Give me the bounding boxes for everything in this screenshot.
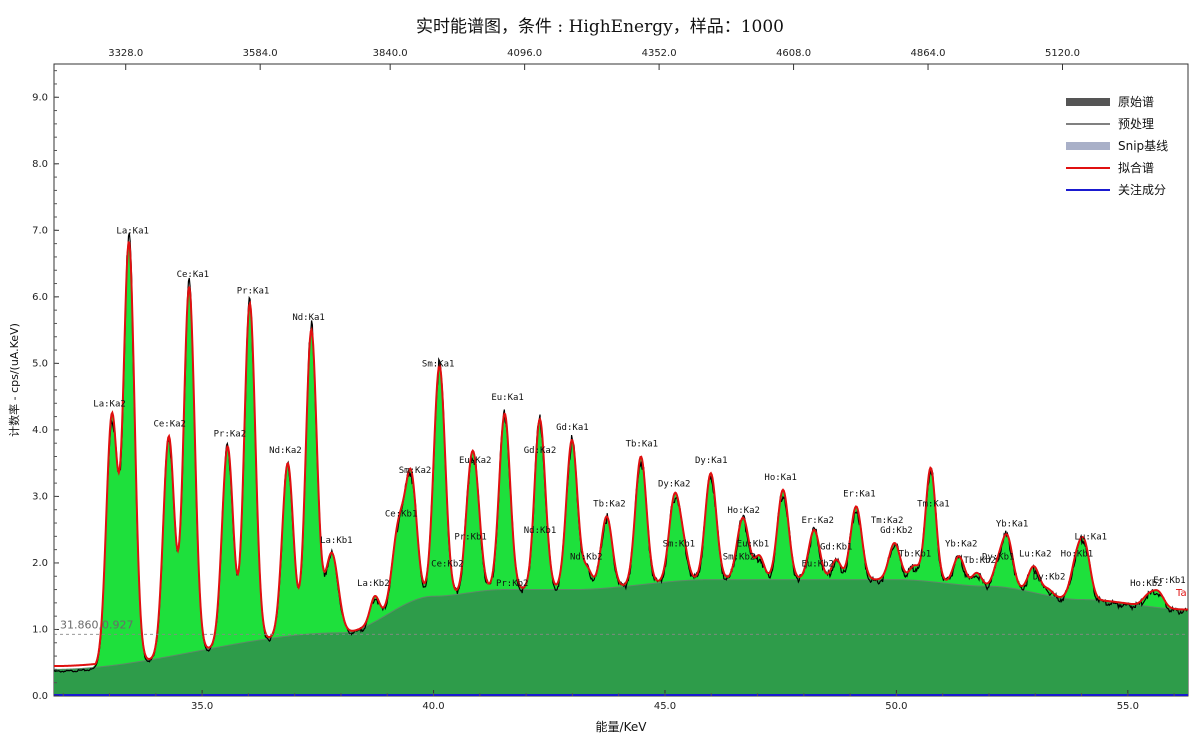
y-tick-label: 7.0 <box>32 225 48 236</box>
peak-label: Ce:Ka2 <box>153 420 186 430</box>
y-tick-label: 8.0 <box>32 159 48 170</box>
top-tick-label: 4608.0 <box>776 48 811 59</box>
peak-label: Eu:Ka1 <box>491 393 524 403</box>
top-tick-label: 5120.0 <box>1045 48 1080 59</box>
cursor-readout: 31.860,0.927 <box>60 618 133 631</box>
peak-label: La:Kb2 <box>357 579 390 589</box>
legend-label: 拟合谱 <box>1118 160 1154 175</box>
peak-label: Gd:Ka1 <box>556 423 589 433</box>
peak-label: Ho:Kb1 <box>1061 549 1094 559</box>
peak-label-layer: La:Ka2 La:Ka1 Ce:Ka2 Ce:Ka1 Pr:Ka2 Pr:Ka1 Nd:K… <box>93 227 1186 599</box>
peak-label: Yb:Ka1 <box>996 519 1029 529</box>
legend-label: 关注成分 <box>1118 182 1166 197</box>
y-tick-label: 9.0 <box>32 92 48 103</box>
x-tick-label: 35.0 <box>191 701 213 712</box>
peak-label: Ho:Ka1 <box>764 473 797 483</box>
peak-label: Nd:Kb2 <box>570 553 603 563</box>
peak-label: Pr:Ka2 <box>214 430 247 440</box>
top-tick-label: 3584.0 <box>243 48 278 59</box>
y-tick-label: 5.0 <box>32 358 48 369</box>
legend-swatch <box>1066 142 1110 150</box>
peak-label: La:Ka2 <box>93 400 126 410</box>
y-tick-label: 1.0 <box>32 624 48 635</box>
peak-label: Tm:Ka1 <box>917 499 950 509</box>
fit-spectrum-line <box>54 241 1189 668</box>
x-axis-label: 能量/KeV <box>596 720 648 734</box>
y-tick-label: 0.0 <box>32 691 48 702</box>
peak-label: Ce:Kb2 <box>431 559 464 569</box>
peak-label: Tb:Ka2 <box>593 499 626 509</box>
peak-label: Yb:Ka2 <box>945 539 978 549</box>
peak-label: Sm:Kb1 <box>663 539 696 549</box>
peak-label: Eu:Ka2 <box>459 456 492 466</box>
peak-label: La:Kb1 <box>320 536 353 546</box>
legend-label: Snip基线 <box>1118 139 1168 153</box>
top-tick-label: 4864.0 <box>911 48 946 59</box>
legend-label: 原始谱 <box>1118 95 1154 109</box>
peak-label: Ce:Kb1 <box>385 509 418 519</box>
x-tick-label: 45.0 <box>654 701 676 712</box>
peak-label: Gd:Ka2 <box>524 446 557 456</box>
y-tick-label: 4.0 <box>32 425 48 436</box>
peak-label: Er:Kb1 <box>1153 576 1186 586</box>
chart-title: 实时能谱图，条件 : HighEnergy，样品：1000 <box>416 17 784 37</box>
y-axis-label: 计数率 - cps/(uA.KeV) <box>7 323 21 437</box>
legend-label: 预处理 <box>1118 117 1154 131</box>
peak-label: Pr:Ka1 <box>237 286 270 296</box>
peak-label: Nd:Ka1 <box>292 313 325 323</box>
x-tick-label: 50.0 <box>885 701 907 712</box>
peak-label: Sm:Ka2 <box>399 466 432 476</box>
top-tick-label: 3840.0 <box>373 48 408 59</box>
edge-peak-label: Ta <box>1175 588 1187 599</box>
peak-label: Dy:Kb1 <box>982 553 1015 563</box>
top-tick-label: 4096.0 <box>507 48 542 59</box>
y-tick-label: 3.0 <box>32 491 48 502</box>
peak-label: Eu:Kb2 <box>801 559 834 569</box>
x-tick-label: 40.0 <box>422 701 444 712</box>
axis-layer: 0.0 1.0 2.0 3.0 4.0 5.0 6.0 7.0 8.0 9.0 35.0 40.0 45… <box>32 48 1175 712</box>
y-tick-label: 2.0 <box>32 558 48 569</box>
peak-label: Dy:Ka2 <box>658 479 691 489</box>
peak-label: Tb:Kb2 <box>963 556 996 566</box>
peak-label: Ce:Ka1 <box>177 270 210 280</box>
peak-label: Lu:Ka2 <box>1019 549 1052 559</box>
peak-label: Dy:Ka1 <box>695 456 728 466</box>
peak-label: Tb:Ka1 <box>626 440 659 450</box>
top-tick-label: 3328.0 <box>108 48 143 59</box>
peak-label: Nd:Kb1 <box>524 526 557 536</box>
top-tick-label: 4352.0 <box>642 48 677 59</box>
peak-label: Ho:Kb2 <box>1130 579 1163 589</box>
peak-label: Dy:Kb2 <box>1033 573 1066 583</box>
x-tick-label: 55.0 <box>1117 701 1139 712</box>
peak-label: Sm:Ka1 <box>422 360 455 370</box>
peak-label: Ho:Ka2 <box>727 506 760 516</box>
plot-layer: 31.860,0.927 <box>53 232 1189 696</box>
peak-label: Er:Ka2 <box>801 516 834 526</box>
peak-label: Nd:Ka2 <box>269 446 302 456</box>
peak-label: Er:Ka1 <box>843 489 876 499</box>
peak-label: Gd:Kb1 <box>820 543 853 553</box>
legend-swatch <box>1066 98 1110 106</box>
peak-label: Tm:Ka2 <box>871 516 904 526</box>
peak-label: Sm:Kb2 <box>723 553 756 563</box>
peak-label: Gd:Kb2 <box>880 526 913 536</box>
peak-label: Pr:Kb1 <box>454 533 487 543</box>
snip-baseline-line <box>54 579 1189 670</box>
peak-label: Eu:Kb1 <box>737 539 770 549</box>
peak-label: Lu:Ka1 <box>1075 533 1108 543</box>
snip-baseline-area <box>54 579 1188 696</box>
y-tick-label: 6.0 <box>32 292 48 303</box>
peak-label: Pr:Kb2 <box>496 579 529 589</box>
peak-label: La:Ka1 <box>116 227 149 237</box>
peak-label: Tb:Kb1 <box>899 549 932 559</box>
